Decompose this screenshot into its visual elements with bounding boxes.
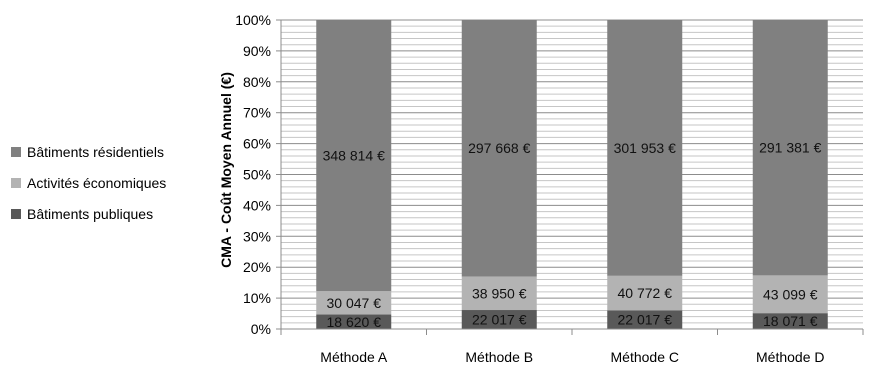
bar-segment	[316, 20, 392, 292]
legend-label: Activités économiques	[27, 175, 166, 191]
data-labels: 18 620 € 30 047 € 348 814 € 22 017 € 38 950 …	[323, 140, 822, 330]
bar-segment	[607, 20, 683, 276]
bar-segment	[461, 20, 537, 277]
y-tick-label: 80%	[243, 74, 271, 90]
category-label: Méthode C	[611, 349, 679, 365]
y-tick-label: 90%	[243, 43, 271, 59]
y-tick-label: 60%	[243, 136, 271, 152]
bar-segment	[316, 291, 392, 315]
y-tick-label: 100%	[235, 12, 271, 28]
y-tick-label: 40%	[243, 197, 271, 213]
bar-segment	[752, 275, 828, 314]
data-label: 40 772 €	[618, 285, 673, 301]
data-label: 301 953 €	[614, 140, 676, 156]
bar-segment	[461, 276, 537, 311]
legend: Bâtiments résidentiels Activités économiq…	[11, 144, 166, 222]
y-tick-label: 70%	[243, 105, 271, 121]
y-tick-label: 20%	[243, 259, 271, 275]
y-axis-title: CMA - Coût Moyen Annuel (€)	[218, 72, 234, 268]
data-label: 18 071 €	[763, 313, 818, 329]
bar-segment	[607, 275, 683, 311]
bars	[316, 20, 828, 329]
data-label: 22 017 €	[618, 312, 673, 328]
y-tick-label: 10%	[243, 290, 271, 306]
y-tick-labels: 0% 10% 20% 30% 40% 50% 60% 70% 80% 90% 100%	[235, 12, 271, 337]
bar-segment	[316, 314, 392, 329]
data-label: 30 047 €	[327, 295, 382, 311]
legend-label: Bâtiments résidentiels	[27, 144, 164, 160]
legend-swatch	[11, 147, 21, 157]
bar-segment	[607, 310, 683, 329]
data-label: 38 950 €	[472, 285, 527, 301]
bar-segment	[752, 313, 828, 329]
data-label: 297 668 €	[468, 140, 530, 156]
data-label: 348 814 €	[323, 148, 385, 164]
category-label: Méthode D	[756, 349, 824, 365]
y-tick-label: 0%	[251, 321, 271, 337]
data-label: 291 381 €	[759, 140, 821, 156]
category-label: Méthode B	[465, 349, 533, 365]
bar-segment	[461, 310, 537, 329]
data-label: 22 017 €	[472, 312, 527, 328]
y-tick-label: 50%	[243, 167, 271, 183]
data-label: 18 620 €	[327, 314, 382, 330]
legend-label: Bâtiments publiques	[27, 206, 153, 222]
y-tick-label: 30%	[243, 228, 271, 244]
category-label: Méthode A	[320, 349, 388, 365]
legend-swatch	[11, 178, 21, 188]
data-label: 43 099 €	[763, 286, 818, 302]
axes	[276, 19, 864, 335]
category-labels: Méthode A Méthode B Méthode C Méthode D	[320, 349, 824, 365]
bar-segment	[752, 20, 828, 276]
legend-swatch	[11, 209, 21, 219]
